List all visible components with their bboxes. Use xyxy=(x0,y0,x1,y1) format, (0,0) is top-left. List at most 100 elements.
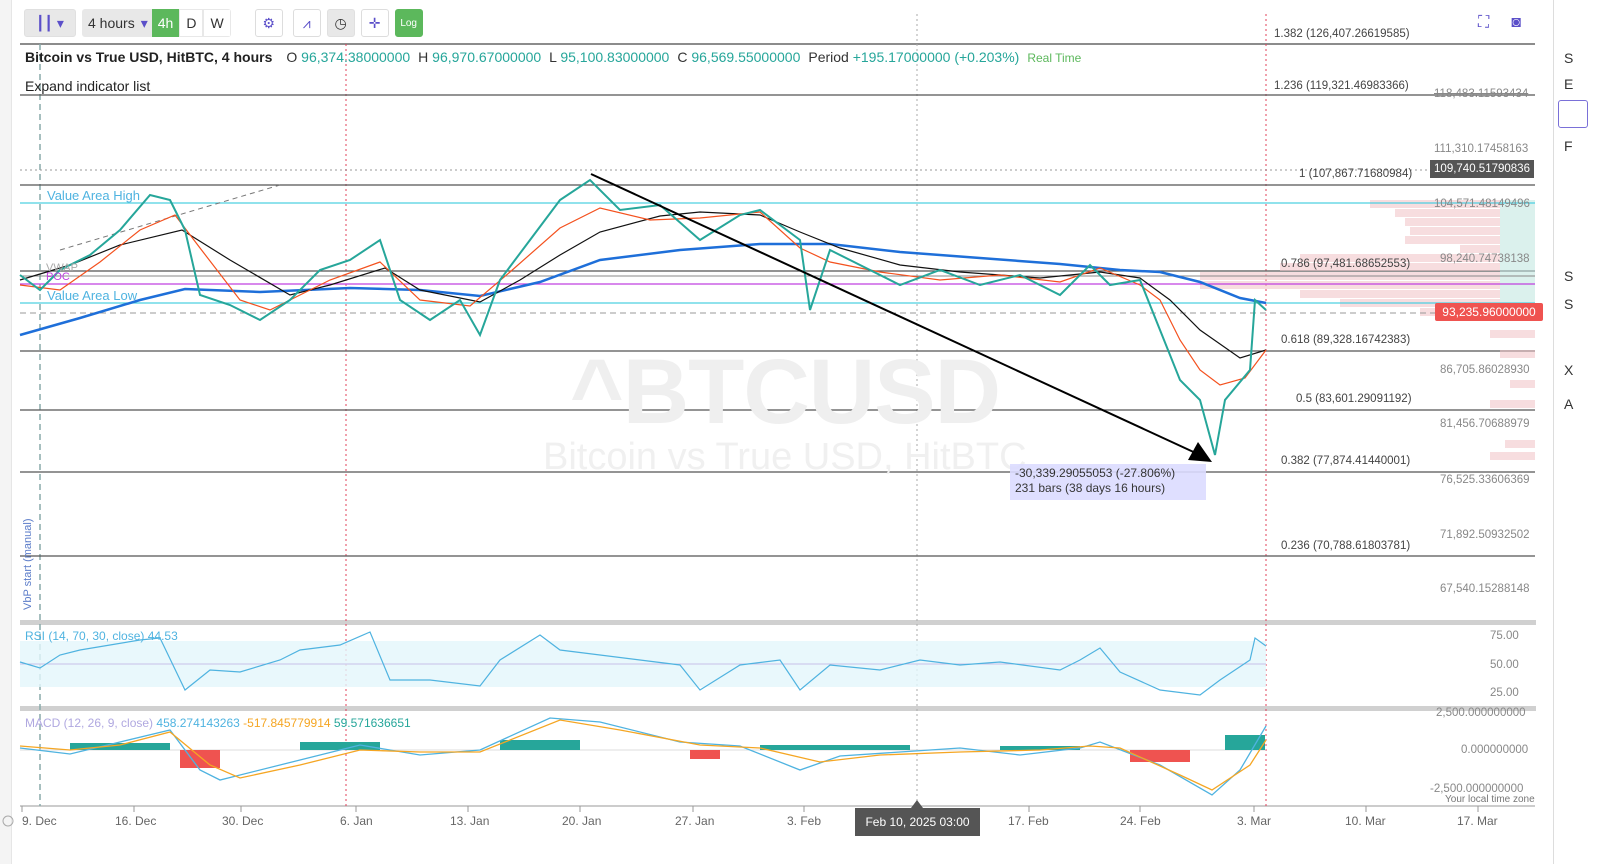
poc-label: POC xyxy=(46,271,70,283)
low-value: 95,100.83000000 xyxy=(560,49,670,65)
watermark-symbol: ^BTCUSD xyxy=(570,341,1001,443)
side-item[interactable]: X xyxy=(1564,362,1574,378)
top-right-tools: ⛶ ◙ xyxy=(1478,14,1521,32)
chart-canvas[interactable] xyxy=(0,0,1553,864)
macd-label: MACD (12, 26, 9, close) xyxy=(25,716,154,730)
indicators-icon: ⩘ xyxy=(302,14,311,31)
period-label: Period xyxy=(808,49,849,65)
watermark-name: Bitcoin vs True USD, HitBTC xyxy=(543,436,1027,478)
x-tick: 9. Dec xyxy=(22,814,57,828)
y-axis-label: 111,310.17458163 xyxy=(1434,143,1529,155)
fib-level-1: 1 (107,867.71680984) xyxy=(1299,168,1413,180)
fib-level-1382: 1.382 (126,407.26619585) xyxy=(1274,28,1410,40)
y-axis-label: 104,571.48149496 xyxy=(1434,198,1530,210)
right-side-panel: S E F S S X A xyxy=(1553,0,1600,864)
rsi-legend: RSI (14, 70, 30, close) 44.53 xyxy=(25,629,178,643)
last-price-badge: 93,235.96000000 xyxy=(1435,303,1543,321)
macd-legend: MACD (12, 26, 9, close) 458.274143263 -5… xyxy=(25,716,411,730)
x-tick: 6. Jan xyxy=(340,814,373,828)
y-axis-label: 81,456.70688979 xyxy=(1440,418,1530,430)
period-value: +195.17000000 (+0.203%) xyxy=(852,49,1020,65)
timezone-note: Your local time zone xyxy=(1445,794,1535,805)
value-area-high-label: Value Area High xyxy=(47,188,140,203)
clock-icon: ◷ xyxy=(334,14,347,31)
crosshair-button[interactable]: ✛ xyxy=(360,9,389,37)
x-tick: 30. Dec xyxy=(222,814,264,828)
expand-indicator-list[interactable]: Expand indicator list xyxy=(25,78,151,94)
realtime-label: Real Time xyxy=(1027,51,1082,65)
x-tick: 17. Feb xyxy=(1008,814,1049,828)
macd-axis-zero: 0.000000000 xyxy=(1461,744,1529,756)
interval-d[interactable]: D xyxy=(179,9,204,37)
vwap-label: VWAP xyxy=(46,262,78,274)
fullscreen-icon[interactable]: ⛶ xyxy=(1478,14,1490,31)
rsi-label: RSI (14, 70, 30, close) xyxy=(25,629,145,643)
fib-level-0618: 0.618 (89,328.16742383) xyxy=(1281,334,1411,346)
low-label: L xyxy=(549,49,557,65)
side-item[interactable]: E xyxy=(1564,76,1574,92)
close-value: 96,569.55000000 xyxy=(691,49,801,65)
log-scale-button[interactable]: Log xyxy=(394,9,423,37)
fib-level-05: 0.5 (83,601.29091192) xyxy=(1296,393,1412,405)
interval-select[interactable]: 4 hours xyxy=(88,15,135,31)
measure-change: -30,339.29055053 (-27.806%) xyxy=(1015,466,1176,480)
candlestick-icon: ┃┃ ▾ xyxy=(36,14,64,31)
ohlc-legend: Bitcoin vs True USD, HitBTC, 4 hours O 9… xyxy=(25,49,1081,65)
value-area-low-label: Value Area Low xyxy=(47,288,138,303)
crosshair-icon: ✛ xyxy=(368,14,381,31)
x-tick: 3. Mar xyxy=(1237,814,1272,828)
vbp-start-label[interactable]: VbP start (manual) xyxy=(22,518,34,610)
rsi-value: 44.53 xyxy=(147,629,178,643)
x-tick: 17. Mar xyxy=(1457,814,1498,828)
y-axis-label: 76,525.33606369 xyxy=(1440,474,1530,486)
series-title: Bitcoin vs True USD, HitBTC, 4 hours xyxy=(25,49,273,65)
side-item-selected[interactable] xyxy=(1558,100,1588,128)
chart-toolbar: ┃┃ ▾ 4 hours ▾ 4h D W ⚙ ⩘ ◷ ✛ Log xyxy=(24,8,423,38)
measure-tooltip: -30,339.29055053 (-27.806%) 231 bars (38… xyxy=(1010,464,1206,500)
x-tick: 20. Jan xyxy=(562,814,602,828)
interval-4h[interactable]: 4h xyxy=(151,9,180,37)
interval-w[interactable]: W xyxy=(203,9,231,37)
x-tick: 3. Feb xyxy=(787,814,822,828)
side-item[interactable]: S xyxy=(1564,296,1574,312)
interval-group: 4 hours ▾ 4h D W xyxy=(82,9,231,37)
macd-axis-bottom: -2,500.000000000 xyxy=(1430,783,1524,795)
side-item[interactable]: A xyxy=(1564,396,1574,412)
x-tick: 10. Mar xyxy=(1345,814,1386,828)
x-tick: 24. Feb xyxy=(1120,814,1161,828)
x-tick: 16. Dec xyxy=(115,814,157,828)
fib-level-0236: 0.236 (70,788.61803781) xyxy=(1281,540,1411,552)
rsi-axis-25: 25.00 xyxy=(1490,687,1519,699)
settings-button[interactable]: ⚙ xyxy=(254,9,283,37)
y-axis-label: 71,892.50932502 xyxy=(1440,529,1530,541)
crosshair-time-label: Feb 10, 2025 03:00 xyxy=(855,808,980,836)
gear-icon: ⚙ xyxy=(262,14,275,31)
high-value: 96,970.67000000 xyxy=(432,49,542,65)
y-axis-label: 86,705.86028930 xyxy=(1440,364,1530,376)
rsi-axis-50: 50.00 xyxy=(1490,659,1519,671)
side-item[interactable]: F xyxy=(1564,138,1573,154)
chart-type-button[interactable]: ┃┃ ▾ xyxy=(24,9,76,37)
rsi-axis-75: 75.00 xyxy=(1490,630,1519,642)
side-item[interactable]: S xyxy=(1564,268,1574,284)
fib-level-1236: 1.236 (119,321.46983366) xyxy=(1274,80,1409,92)
x-tick: 13. Jan xyxy=(450,814,490,828)
close-label: C xyxy=(677,49,688,65)
fib-level-0786: 0.786 (97,481.68652553) xyxy=(1281,258,1411,270)
y-axis-label: 98,240.74738138 xyxy=(1440,253,1530,265)
open-value: 96,374.38000000 xyxy=(301,49,411,65)
side-item[interactable]: S xyxy=(1564,50,1574,66)
high-label: H xyxy=(418,49,429,65)
macd-hist-value: 59.571636651 xyxy=(333,716,411,730)
left-edge-panel xyxy=(0,0,12,864)
fib-level-0382: 0.382 (77,874.41440001) xyxy=(1281,455,1411,467)
high-price-badge: 109,740.51790836 xyxy=(1430,160,1534,178)
indicators-button[interactable]: ⩘ xyxy=(292,9,321,37)
clock-button[interactable]: ◷ xyxy=(326,9,355,37)
camera-icon[interactable]: ◙ xyxy=(1511,14,1521,31)
macd-value: 458.274143263 xyxy=(156,716,240,730)
macd-signal-value: -517.845779914 xyxy=(243,716,331,730)
y-axis-label: 67,540.15288148 xyxy=(1440,583,1530,595)
measure-bars: 231 bars (38 days 16 hours) xyxy=(1015,481,1166,495)
